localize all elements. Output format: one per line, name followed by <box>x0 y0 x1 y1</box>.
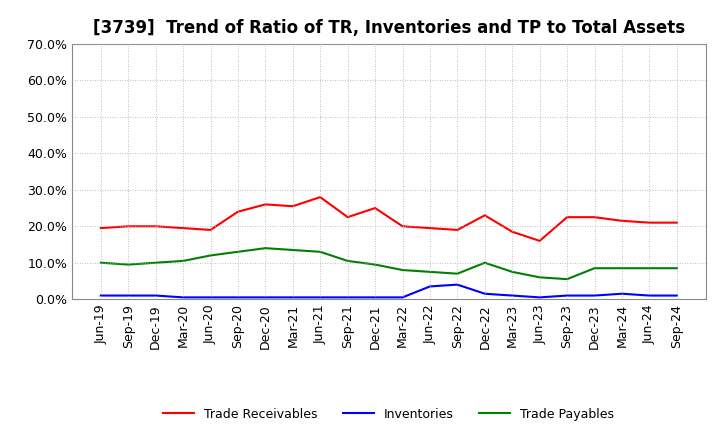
Title: [3739]  Trend of Ratio of TR, Inventories and TP to Total Assets: [3739] Trend of Ratio of TR, Inventories… <box>93 19 685 37</box>
Line: Trade Receivables: Trade Receivables <box>101 197 677 241</box>
Inventories <box>618 291 626 297</box>
Inventories <box>289 295 297 300</box>
Inventories <box>233 295 242 300</box>
Inventories <box>179 295 187 300</box>
Inventories <box>261 295 270 300</box>
Trade Payables <box>398 268 407 273</box>
Trade Payables <box>480 260 489 265</box>
Trade Receivables <box>316 194 325 200</box>
Trade Receivables <box>371 205 379 211</box>
Trade Receivables <box>151 224 160 229</box>
Trade Payables <box>151 260 160 265</box>
Trade Payables <box>536 275 544 280</box>
Trade Receivables <box>672 220 681 225</box>
Trade Payables <box>453 271 462 276</box>
Trade Receivables <box>480 213 489 218</box>
Trade Receivables <box>261 202 270 207</box>
Inventories <box>563 293 572 298</box>
Inventories <box>672 293 681 298</box>
Trade Receivables <box>590 215 599 220</box>
Trade Payables <box>426 269 434 275</box>
Inventories <box>590 293 599 298</box>
Trade Receivables <box>645 220 654 225</box>
Inventories <box>398 295 407 300</box>
Line: Inventories: Inventories <box>101 285 677 297</box>
Inventories <box>453 282 462 287</box>
Trade Payables <box>590 266 599 271</box>
Trade Receivables <box>536 238 544 243</box>
Trade Receivables <box>563 215 572 220</box>
Trade Payables <box>261 246 270 251</box>
Inventories <box>426 284 434 289</box>
Inventories <box>316 295 325 300</box>
Trade Payables <box>96 260 105 265</box>
Trade Receivables <box>453 227 462 233</box>
Trade Payables <box>316 249 325 254</box>
Trade Payables <box>343 258 352 264</box>
Inventories <box>536 295 544 300</box>
Trade Receivables <box>398 224 407 229</box>
Trade Receivables <box>124 224 132 229</box>
Trade Receivables <box>233 209 242 214</box>
Inventories <box>645 293 654 298</box>
Trade Payables <box>645 266 654 271</box>
Trade Receivables <box>343 215 352 220</box>
Trade Payables <box>233 249 242 254</box>
Inventories <box>371 295 379 300</box>
Trade Payables <box>179 258 187 264</box>
Inventories <box>480 291 489 297</box>
Trade Receivables <box>206 227 215 233</box>
Trade Payables <box>672 266 681 271</box>
Trade Payables <box>206 253 215 258</box>
Inventories <box>124 293 132 298</box>
Inventories <box>96 293 105 298</box>
Legend: Trade Receivables, Inventories, Trade Payables: Trade Receivables, Inventories, Trade Pa… <box>158 403 619 425</box>
Trade Payables <box>563 276 572 282</box>
Inventories <box>343 295 352 300</box>
Trade Payables <box>289 247 297 253</box>
Line: Trade Payables: Trade Payables <box>101 248 677 279</box>
Trade Payables <box>124 262 132 267</box>
Trade Payables <box>618 266 626 271</box>
Trade Payables <box>371 262 379 267</box>
Trade Receivables <box>96 225 105 231</box>
Trade Receivables <box>426 225 434 231</box>
Inventories <box>151 293 160 298</box>
Inventories <box>508 293 516 298</box>
Trade Payables <box>508 269 516 275</box>
Trade Receivables <box>179 225 187 231</box>
Trade Receivables <box>289 204 297 209</box>
Trade Receivables <box>618 218 626 224</box>
Inventories <box>206 295 215 300</box>
Trade Receivables <box>508 229 516 235</box>
